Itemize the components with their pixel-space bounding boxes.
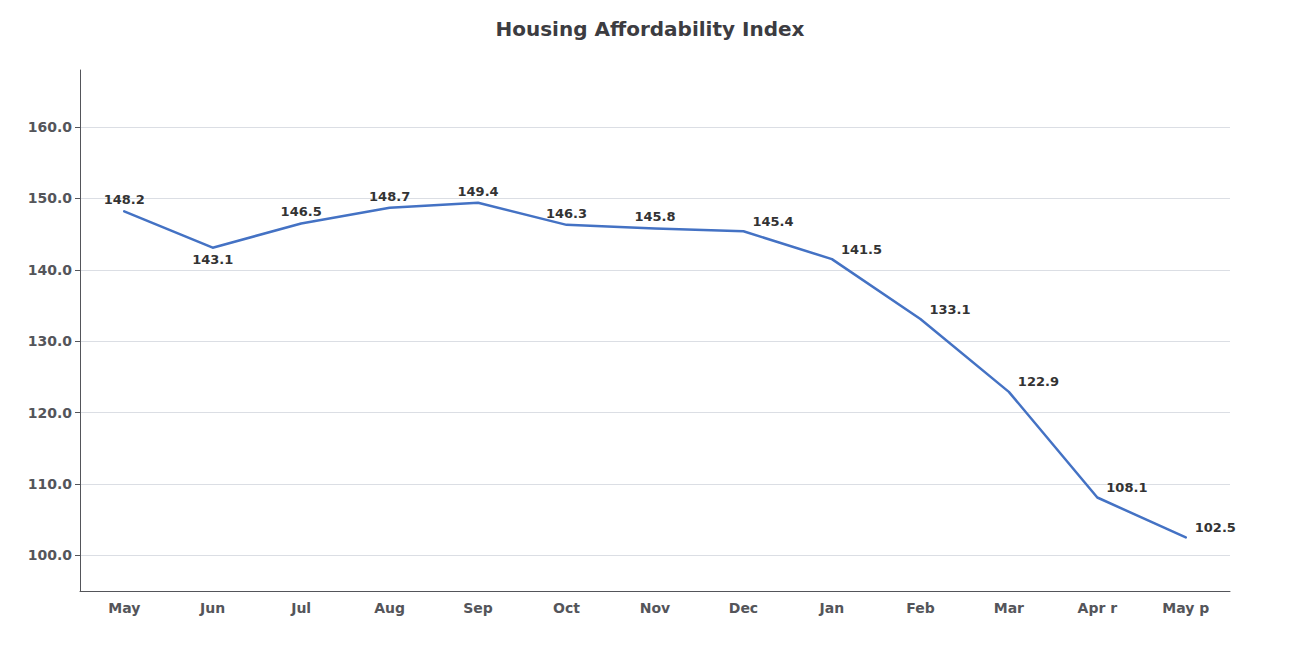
svg-text:Housing Affordability Index: Housing Affordability Index — [496, 17, 805, 41]
svg-text:150.0: 150.0 — [28, 190, 73, 206]
svg-text:130.0: 130.0 — [28, 333, 73, 349]
svg-text:148.7: 148.7 — [369, 189, 410, 204]
svg-text:Apr r: Apr r — [1078, 600, 1118, 616]
svg-text:Dec: Dec — [729, 600, 758, 616]
svg-text:Mar: Mar — [994, 600, 1024, 616]
svg-text:108.1: 108.1 — [1106, 480, 1147, 495]
svg-text:146.3: 146.3 — [546, 206, 587, 221]
svg-text:149.4: 149.4 — [458, 184, 499, 199]
svg-text:160.0: 160.0 — [28, 119, 73, 135]
svg-text:140.0: 140.0 — [28, 262, 73, 278]
svg-text:120.0: 120.0 — [28, 405, 73, 421]
svg-text:Feb: Feb — [906, 600, 935, 616]
svg-text:Nov: Nov — [640, 600, 670, 616]
svg-text:Jul: Jul — [290, 600, 311, 616]
svg-text:133.1: 133.1 — [929, 302, 970, 317]
svg-text:146.5: 146.5 — [281, 204, 322, 219]
svg-text:May: May — [108, 600, 140, 616]
svg-text:102.5: 102.5 — [1195, 520, 1236, 535]
svg-text:Jun: Jun — [199, 600, 225, 616]
svg-text:145.4: 145.4 — [752, 214, 793, 229]
svg-text:Jan: Jan — [819, 600, 845, 616]
svg-text:Oct: Oct — [553, 600, 580, 616]
svg-text:Sep: Sep — [463, 600, 493, 616]
svg-text:122.9: 122.9 — [1018, 374, 1059, 389]
svg-text:143.1: 143.1 — [192, 252, 233, 267]
svg-text:110.0: 110.0 — [28, 476, 73, 492]
svg-text:May p: May p — [1162, 600, 1209, 616]
svg-text:141.5: 141.5 — [841, 242, 882, 257]
svg-text:100.0: 100.0 — [28, 547, 73, 563]
svg-text:Aug: Aug — [374, 600, 405, 616]
svg-text:145.8: 145.8 — [634, 209, 675, 224]
svg-text:148.2: 148.2 — [104, 192, 145, 207]
